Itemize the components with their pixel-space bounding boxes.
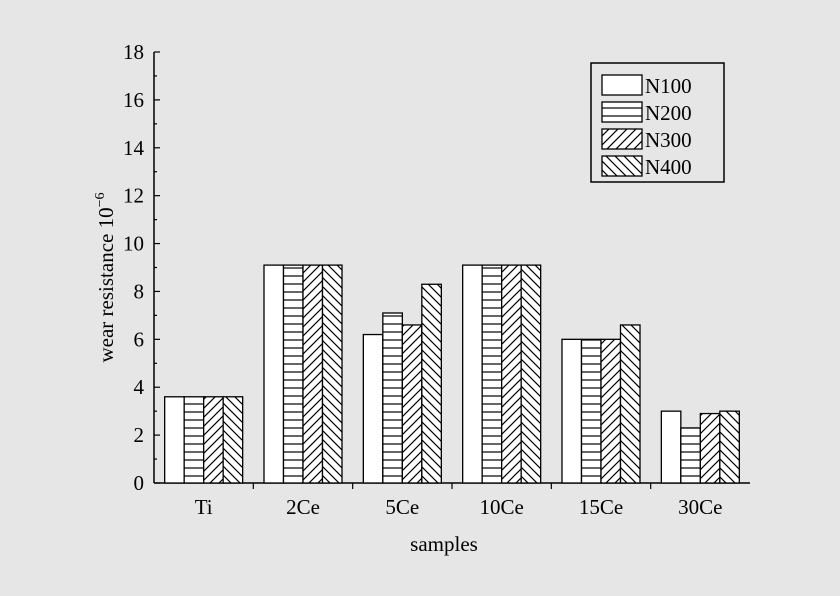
bar-n400-10ce bbox=[520, 264, 542, 484]
y-axis-title-main: wear resistance 10 bbox=[94, 207, 118, 362]
bar-n400-ti bbox=[222, 396, 244, 484]
bar-n200-15ce bbox=[580, 338, 602, 484]
x-tick-label: 15Ce bbox=[579, 495, 623, 519]
bar-n400-15ce bbox=[619, 324, 641, 484]
bar-n400-5ce bbox=[421, 283, 442, 484]
legend-swatch-n300 bbox=[601, 128, 643, 150]
legend-swatch-n200 bbox=[601, 101, 643, 123]
x-tick-label: 2Ce bbox=[286, 495, 320, 519]
bar-n200-5ce bbox=[382, 312, 403, 484]
y-tick-label: 8 bbox=[134, 279, 145, 303]
x-tick-label: 5Ce bbox=[385, 495, 419, 519]
bar-n200-2ce bbox=[282, 264, 304, 484]
x-tick-label: 30Ce bbox=[678, 495, 722, 519]
bar-n100-5ce bbox=[362, 333, 384, 484]
y-tick-label: 4 bbox=[134, 375, 145, 399]
bar-n100-ti bbox=[164, 396, 185, 484]
bars bbox=[164, 264, 740, 484]
legend-swatch-n100 bbox=[601, 74, 643, 96]
bar-n300-5ce bbox=[401, 324, 423, 484]
bar-n300-10ce bbox=[501, 264, 522, 484]
bar-n300-2ce bbox=[302, 264, 324, 484]
y-tick-label: 0 bbox=[134, 471, 145, 495]
bar-n200-30ce bbox=[680, 427, 701, 484]
y-axis-title-exponent: −6 bbox=[93, 193, 108, 208]
bar-n300-30ce bbox=[699, 412, 721, 484]
y-tick-label: 6 bbox=[134, 327, 145, 351]
bar-n400-2ce bbox=[321, 264, 343, 484]
x-tick-label: 10Ce bbox=[480, 495, 524, 519]
bar-n100-2ce bbox=[263, 264, 285, 484]
bar-n400-30ce bbox=[719, 410, 740, 484]
y-tick-label: 16 bbox=[123, 88, 144, 112]
legend-label-n300: N300 bbox=[645, 128, 692, 152]
bar-n300-15ce bbox=[600, 338, 622, 484]
y-tick-label: 2 bbox=[134, 423, 145, 447]
x-tick-label: Ti bbox=[195, 495, 213, 519]
legend-box bbox=[590, 62, 725, 183]
y-tick-label: 14 bbox=[123, 136, 145, 160]
y-tick-label: 18 bbox=[123, 40, 144, 64]
bar-n200-ti bbox=[183, 396, 205, 484]
legend-label-n100: N100 bbox=[645, 74, 692, 98]
legend: N100 N200 N300 N400 bbox=[590, 62, 725, 183]
bar-n100-15ce bbox=[561, 338, 583, 484]
labels: 0 2 4 6 8 10 12 14 16 18 Ti 2Ce 5Ce 10Ce 15Ce 30Ce sampl… bbox=[93, 40, 722, 556]
bar-n200-10ce bbox=[481, 264, 503, 484]
y-tick-label: 12 bbox=[123, 184, 144, 208]
y-axis-title: wear resistance 10−6 bbox=[93, 193, 118, 363]
legend-label-n400: N400 bbox=[645, 155, 692, 179]
y-tick-label: 10 bbox=[123, 232, 144, 256]
x-axis-title: samples bbox=[410, 532, 478, 556]
legend-label-n200: N200 bbox=[645, 101, 692, 125]
axes bbox=[153, 51, 750, 489]
bar-n100-10ce bbox=[462, 264, 483, 484]
bar-n100-30ce bbox=[660, 410, 682, 484]
legend-swatch-n400 bbox=[601, 155, 643, 177]
bar-n300-ti bbox=[203, 396, 224, 484]
